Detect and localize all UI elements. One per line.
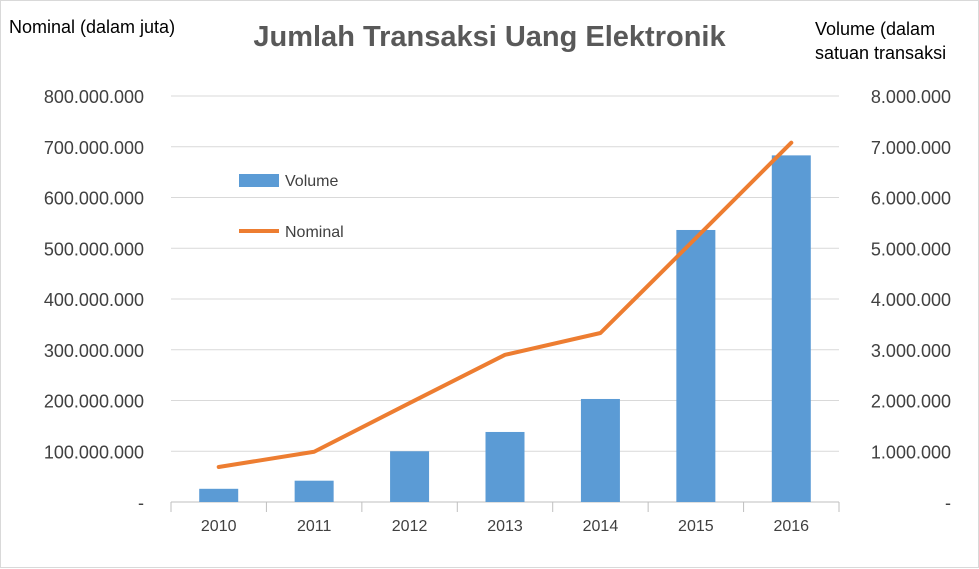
- right-tick-label: -: [945, 493, 951, 513]
- chart-title: Jumlah Transaksi Uang Elektronik: [253, 21, 726, 53]
- left-tick-label: 500.000.000: [44, 239, 144, 259]
- left-tick-label: 800.000.000: [44, 87, 144, 107]
- x-tick-label: 2016: [773, 518, 809, 535]
- right-tick-label: 1.000.000: [871, 442, 951, 462]
- legend-label-volume: Volume: [285, 173, 338, 190]
- bar-volume-2012: [390, 451, 430, 502]
- bar-volume-2016: [771, 155, 811, 502]
- right-tick-label: 2.000.000: [871, 392, 951, 412]
- right-tick-label: 3.000.000: [871, 341, 951, 361]
- left-tick-label: 400.000.000: [44, 290, 144, 310]
- x-tick-label: 2011: [297, 518, 332, 535]
- x-tick-label: 2012: [392, 518, 428, 535]
- right-tick-label: 5.000.000: [871, 239, 951, 259]
- left-tick-label: 200.000.000: [44, 392, 144, 412]
- right-tick-label: 7.000.000: [871, 138, 951, 158]
- legend-swatch-volume: [239, 174, 279, 187]
- bar-volume-2010: [199, 488, 239, 502]
- x-tick-label: 2013: [487, 518, 523, 535]
- right-tick-label: 6.000.000: [871, 189, 951, 209]
- bar-volume-2013: [485, 431, 525, 502]
- x-tick-label: 2014: [583, 518, 619, 535]
- legend-label-nominal: Nominal: [285, 224, 344, 241]
- bar-volume-2011: [294, 480, 334, 502]
- left-axis-title: Nominal (dalam juta): [9, 17, 176, 37]
- bar-volume-2015: [676, 229, 716, 503]
- bar-volume-2014: [580, 398, 620, 502]
- x-tick-label: 2010: [201, 518, 237, 535]
- left-tick-label: -: [138, 493, 144, 513]
- right-tick-label: 4.000.000: [871, 290, 951, 310]
- left-tick-label: 100.000.000: [44, 442, 144, 462]
- x-tick-label: 2015: [678, 518, 714, 535]
- left-tick-label: 700.000.000: [44, 138, 144, 158]
- right-axis-title: Volume (dalam satuan transaksi: [815, 19, 947, 63]
- left-tick-label: 300.000.000: [44, 341, 144, 361]
- right-tick-label: 8.000.000: [871, 87, 951, 107]
- left-tick-label: 600.000.000: [44, 189, 144, 209]
- line-nominal: [216, 140, 794, 469]
